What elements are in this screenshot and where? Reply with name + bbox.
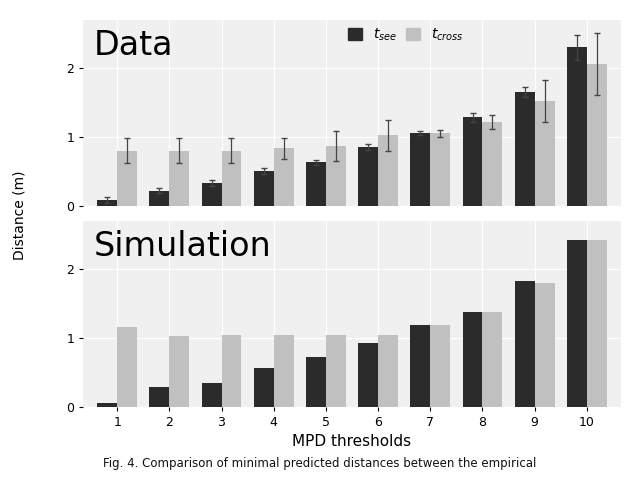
Bar — [326, 146, 346, 206]
Bar — [170, 150, 189, 206]
Bar — [358, 147, 378, 206]
Bar — [410, 133, 430, 206]
Bar — [117, 150, 137, 206]
Bar — [150, 388, 170, 407]
Bar — [567, 240, 587, 407]
Bar — [254, 171, 274, 206]
Bar — [326, 335, 346, 407]
Legend: $t_{see}$, $t_{cross}$: $t_{see}$, $t_{cross}$ — [348, 26, 463, 43]
Bar — [567, 47, 587, 206]
Bar — [97, 200, 117, 206]
Bar — [97, 403, 117, 407]
Bar — [221, 335, 241, 407]
Bar — [534, 101, 554, 206]
Bar — [587, 240, 607, 407]
Bar — [306, 162, 326, 206]
Bar — [358, 343, 378, 407]
Bar — [306, 357, 326, 407]
Bar — [254, 368, 274, 407]
Bar — [117, 327, 137, 407]
Bar — [378, 135, 398, 206]
Bar — [221, 150, 241, 206]
Text: Simulation: Simulation — [94, 230, 272, 263]
Bar — [202, 183, 221, 206]
X-axis label: MPD thresholds: MPD thresholds — [292, 434, 412, 449]
Bar — [515, 92, 534, 206]
Bar — [587, 64, 607, 206]
Bar — [483, 122, 502, 206]
Bar — [430, 325, 450, 407]
Bar — [483, 312, 502, 407]
Bar — [274, 148, 294, 206]
Bar — [274, 335, 294, 407]
Bar — [202, 383, 221, 407]
Bar — [515, 281, 534, 407]
Bar — [150, 191, 170, 206]
Bar — [170, 337, 189, 407]
Bar — [430, 133, 450, 206]
Text: Data: Data — [94, 29, 173, 62]
Bar — [410, 325, 430, 407]
Text: Fig. 4. Comparison of minimal predicted distances between the empirical: Fig. 4. Comparison of minimal predicted … — [103, 457, 537, 470]
Bar — [534, 283, 554, 407]
Bar — [463, 312, 483, 407]
Text: Distance (m): Distance (m) — [12, 171, 26, 260]
Bar — [378, 335, 398, 407]
Bar — [463, 118, 483, 206]
